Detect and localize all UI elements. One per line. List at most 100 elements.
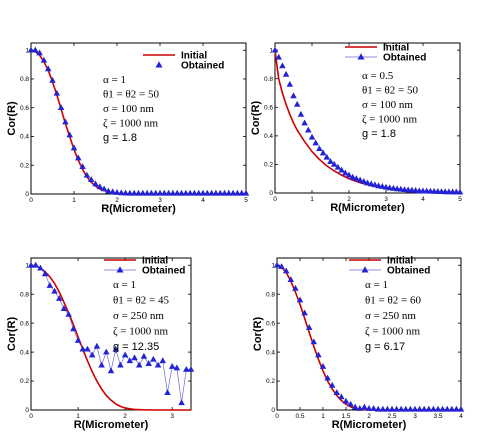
x-tick-label: 3	[384, 196, 388, 203]
series-obtained-marker	[439, 405, 446, 412]
series-obtained-marker	[79, 163, 86, 170]
series-obtained-marker	[397, 405, 405, 412]
x-tick-label: 3	[413, 413, 417, 420]
series-obtained-marker	[234, 189, 241, 196]
series-obtained-marker	[148, 189, 155, 196]
series-obtained-marker	[36, 49, 43, 56]
series-obtained-marker	[40, 56, 48, 63]
series-obtained-marker	[178, 399, 185, 406]
parameter-annotation: θ1 = θ2 = 60	[365, 295, 421, 307]
series-obtained-marker	[319, 149, 327, 156]
x-axis-label: R(Micrometer)	[74, 419, 149, 431]
y-tick-label: 0.4	[266, 349, 275, 356]
legend-obtained-label: Obtained	[142, 266, 185, 277]
legend-obtained-swatch	[155, 61, 163, 68]
series-obtained-marker	[328, 381, 336, 388]
series-obtained-marker	[37, 264, 44, 271]
y-tick-label: 1	[271, 262, 275, 269]
parameter-annotation: ζ = 1000 nm	[362, 114, 418, 126]
x-tick-label: 3	[170, 413, 174, 420]
series-obtained-marker	[57, 104, 65, 111]
series-obtained-marker	[393, 405, 400, 412]
series-obtained-marker	[453, 405, 460, 412]
series-obtained-marker	[370, 405, 377, 411]
series-obtained-marker	[279, 62, 286, 69]
series-obtained-marker	[66, 131, 73, 138]
series-obtained-marker	[457, 405, 465, 412]
parameter-annotation: ζ = 1000 nm	[103, 118, 159, 130]
series-obtained-marker	[365, 405, 373, 411]
x-tick-label: 2	[367, 413, 371, 420]
y-tick-label: 0.8	[20, 291, 29, 298]
series-obtained-marker	[375, 182, 382, 189]
series-obtained-marker	[338, 393, 345, 400]
parameter-annotation: ζ = 1000 nm	[365, 326, 421, 338]
legend-obtained-swatch	[116, 266, 124, 273]
series-obtained-marker	[229, 189, 237, 196]
series-obtained-marker	[324, 374, 331, 381]
series-obtained-marker	[388, 405, 396, 412]
series-obtained-marker	[87, 176, 95, 182]
x-tick-label: 1	[310, 196, 314, 203]
series-obtained-marker	[88, 351, 96, 358]
y-tick-label: 0.4	[20, 134, 29, 141]
series-obtained-marker	[173, 364, 181, 371]
x-axis-label: R(Micrometer)	[330, 202, 405, 214]
series-obtained-marker	[425, 405, 433, 412]
series-obtained-marker	[360, 178, 368, 184]
series-obtained-marker	[305, 126, 312, 133]
series-obtained-marker	[356, 176, 364, 183]
series-obtained-marker	[55, 295, 63, 301]
series-obtained-marker	[32, 46, 39, 53]
parameter-annotation: θ1 = θ2 = 50	[362, 85, 418, 97]
series-obtained-marker	[164, 389, 171, 395]
series-obtained-marker	[173, 189, 181, 196]
series-obtained-marker	[65, 310, 72, 317]
plot-frame	[30, 257, 192, 411]
series-obtained-marker	[411, 405, 419, 412]
y-tick-label: 0.2	[20, 378, 29, 385]
series-obtained-marker	[347, 400, 354, 407]
y-axis-label: Cor(R)	[250, 101, 262, 136]
x-tick-label: 4	[201, 197, 205, 204]
y-axis-label: Cor(R)	[6, 317, 18, 352]
y-tick-label: 0	[271, 407, 275, 414]
series-obtained-marker	[342, 169, 349, 176]
chart-panel-3: 0 1 2 300.20.40.60.81R(Micrometer)Cor(R)Ini…	[6, 256, 195, 431]
y-axis-label: Cor(R)	[6, 101, 18, 136]
series-obtained-marker	[301, 119, 308, 126]
chart-panel-4: 0 0.5 1 1.5 2 2.5 3 3.5 4 0 0.2 0.4 0.6 0.8 1 R(Microme…	[252, 256, 465, 431]
y-tick-label: 0.8	[266, 291, 275, 298]
x-tick-label: 5	[458, 196, 462, 203]
series-obtained-marker	[100, 185, 108, 192]
series-obtained-marker	[430, 405, 437, 412]
series-obtained-marker	[46, 281, 54, 288]
series-obtained-marker	[121, 351, 129, 358]
series-obtained-marker	[126, 189, 134, 196]
x-tick-label: 3	[158, 197, 162, 204]
series-obtained-marker	[402, 405, 410, 412]
series-obtained-marker	[154, 361, 162, 368]
series-obtained-marker	[51, 287, 58, 294]
y-tick-label: 1	[25, 47, 29, 54]
x-tick-label: 2	[115, 197, 119, 204]
y-axis-label: Cor(R)	[252, 317, 264, 352]
series-obtained-marker	[27, 46, 35, 53]
series-obtained-marker	[74, 337, 82, 343]
series-obtained-marker	[107, 367, 115, 374]
series-obtained-marker	[364, 179, 371, 186]
y-tick-label: 1	[269, 47, 273, 54]
series-obtained-marker	[353, 175, 360, 182]
x-tick-label: 2	[347, 196, 351, 203]
series-obtained-marker	[443, 405, 451, 412]
series-obtained-marker	[290, 92, 297, 99]
x-tick-label: 1.5	[341, 413, 350, 420]
series-obtained-marker	[195, 189, 202, 196]
x-axis-label: R(Micrometer)	[332, 419, 407, 431]
series-obtained-marker	[208, 189, 215, 196]
series-obtained-marker	[186, 189, 194, 196]
series-obtained-marker	[271, 46, 279, 53]
parameter-annotation: g = 12.35	[113, 341, 159, 353]
legend-obtained-label: Obtained	[181, 61, 224, 72]
plot-frame	[274, 42, 461, 194]
